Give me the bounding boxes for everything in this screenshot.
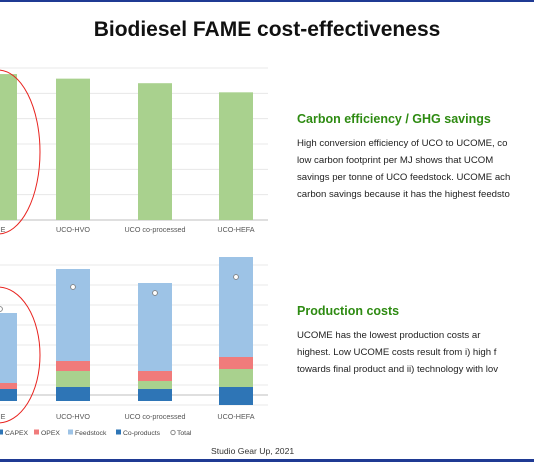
legend-label: Total (177, 430, 192, 437)
x-tick-label: UCO co-processed (124, 225, 185, 234)
bottom-accent-line (0, 459, 534, 462)
co-products-bar (0, 395, 17, 401)
stacked-bar-segment (219, 369, 253, 387)
production-text-line: UCOME has the lowest production costs ar (297, 330, 481, 341)
stacked-bar-segment (138, 371, 172, 381)
stacked-bar-segment (56, 371, 90, 387)
bar (219, 92, 253, 220)
stacked-bar-segment (56, 269, 90, 361)
x-tick-label: UCO co-processed (124, 412, 185, 421)
total-marker (152, 290, 158, 296)
x-tick-label: UCO-HVO (56, 412, 90, 421)
carbon-text-line: High conversion efficiency of UCO to UCO… (297, 138, 508, 149)
co-products-bar (138, 395, 172, 401)
production-section-heading: Production costs (297, 304, 400, 318)
legend-swatch (0, 429, 3, 435)
x-tick-label: ME (0, 225, 6, 234)
top-accent-line (0, 0, 534, 2)
total-marker (233, 274, 239, 280)
carbon-text-line: savings per tonne of UCO feedstock. UCOM… (297, 172, 511, 183)
stacked-bar-segment (138, 283, 172, 371)
carbon-text-line: carbon savings because it has the highes… (297, 189, 510, 200)
bar (138, 83, 172, 220)
carbon-efficiency-bar-chart: ME UCO-HVO UCO co-processed UCO-HEFA (0, 67, 268, 235)
highlight-ellipse (0, 69, 41, 235)
legend-swatch (68, 429, 73, 435)
stacked-bar-segment (138, 389, 172, 395)
co-products-bar (56, 395, 90, 401)
bar (56, 78, 90, 220)
legend-label: Feedstock (75, 430, 107, 437)
stacked-bar-segment (0, 383, 17, 389)
x-tick-label: UCO-HVO (56, 225, 90, 234)
legend-label: CAPEX (5, 430, 29, 437)
production-text-line: highest. Low UCOME costs result from i) … (297, 347, 497, 358)
legend-swatch (34, 429, 39, 435)
legend-swatch (116, 429, 121, 435)
legend-total-marker (170, 429, 176, 436)
stacked-bar-segment (56, 361, 90, 371)
production-text-line: towards final product and ii) technology… (297, 364, 499, 375)
x-tick-label: UCO-HEFA (217, 225, 254, 234)
carbon-text-line: low carbon footprint per MJ shows that U… (297, 155, 494, 166)
total-marker (70, 284, 76, 290)
carbon-section-heading: Carbon efficiency / GHG savings (297, 112, 491, 126)
footer-credit: Studio Gear Up, 2021 (211, 446, 295, 456)
stacked-bar-segment (0, 313, 17, 383)
stacked-bar-segment (219, 387, 253, 395)
x-tick-label: UCO-HEFA (217, 412, 254, 421)
slide-title: Biodiesel FAME cost-effectiveness (93, 18, 441, 41)
x-tick-label: ME (0, 412, 6, 421)
highlight-ellipse (0, 286, 41, 424)
stacked-bar-segment (56, 387, 90, 395)
production-costs-stacked-chart: ME UCO-HVO UCO co-processed UCO-HEFA CAPEX OP… (0, 257, 268, 437)
total-marker (0, 306, 3, 312)
stacked-bar-segment (219, 257, 253, 357)
co-products-bar (219, 395, 253, 405)
bar (0, 74, 17, 220)
stacked-bar-segment (219, 357, 253, 369)
stacked-bar-segment (138, 381, 172, 389)
stacked-bar-segment (0, 389, 17, 395)
legend-label: Co-products (123, 430, 161, 437)
legend-label: OPEX (41, 430, 60, 437)
